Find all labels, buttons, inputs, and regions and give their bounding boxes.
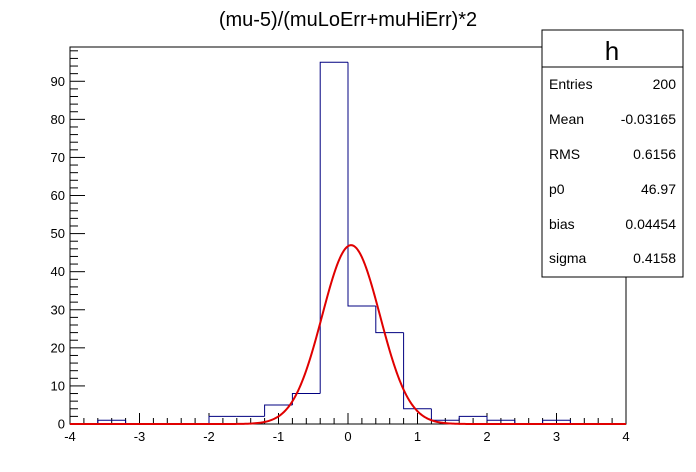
x-tick-label: 2 [483, 429, 490, 444]
stats-label-mean: Mean [549, 111, 584, 127]
histogram-bin [208, 415, 237, 424]
y-axis: 0 10 20 30 40 50 60 70 80 90 [51, 50, 85, 432]
histogram-bin [264, 404, 293, 417]
stats-value-sigma: 0.4158 [633, 250, 676, 266]
y-tick-label: 50 [51, 226, 65, 241]
y-tick-label: 10 [51, 378, 65, 393]
stats-value-bias: 0.04454 [625, 216, 676, 232]
y-tick-label: 0 [58, 417, 65, 432]
y-tick-label: 40 [51, 264, 65, 279]
gaussian-fit-series [70, 244, 626, 425]
histogram-bin [319, 61, 348, 394]
stats-label-sigma: sigma [549, 250, 587, 266]
y-tick-label: 20 [51, 340, 65, 355]
y-tick-label: 60 [51, 188, 65, 203]
stats-value-entries: 200 [653, 76, 677, 92]
x-tick-label: -2 [203, 429, 215, 444]
stats-value-p0: 46.97 [641, 181, 676, 197]
stats-value-rms: 0.6156 [633, 146, 676, 162]
histogram-bin [486, 416, 515, 421]
x-tick-label: -4 [64, 429, 76, 444]
y-tick-label: 70 [51, 150, 65, 165]
histogram-bin [403, 332, 432, 410]
y-tick-label: 80 [51, 112, 65, 127]
x-tick-label: 1 [414, 429, 421, 444]
fit-curve [70, 244, 626, 425]
x-tick-label: -3 [134, 429, 146, 444]
x-tick-label: 0 [344, 429, 351, 444]
stats-box-frame [541, 29, 684, 278]
x-tick-label: 4 [622, 429, 629, 444]
histogram-bin [375, 305, 404, 334]
x-axis: -4 -3 -2 -1 0 1 2 3 4 [64, 413, 630, 444]
histogram-bin [458, 415, 487, 421]
stats-label-entries: Entries [549, 76, 593, 92]
x-tick-label: -1 [273, 429, 285, 444]
stats-label-rms: RMS [549, 146, 580, 162]
stats-value-mean: -0.03165 [621, 111, 676, 127]
stats-box: h Entries 200 Mean -0.03165 RMS 0.6156 p… [541, 29, 684, 278]
histogram-bin [347, 62, 376, 307]
y-tick-label: 30 [51, 302, 65, 317]
y-tick-label: 90 [51, 74, 65, 89]
histogram-bin [542, 419, 571, 424]
stats-label-bias: bias [549, 216, 575, 232]
x-tick-label: 3 [553, 429, 560, 444]
chart-title: (mu-5)/(muLoErr+muHiErr)*2 [219, 9, 477, 31]
stats-label-p0: p0 [549, 181, 565, 197]
histogram-bin [97, 419, 126, 424]
stats-box-title: h [605, 36, 619, 66]
